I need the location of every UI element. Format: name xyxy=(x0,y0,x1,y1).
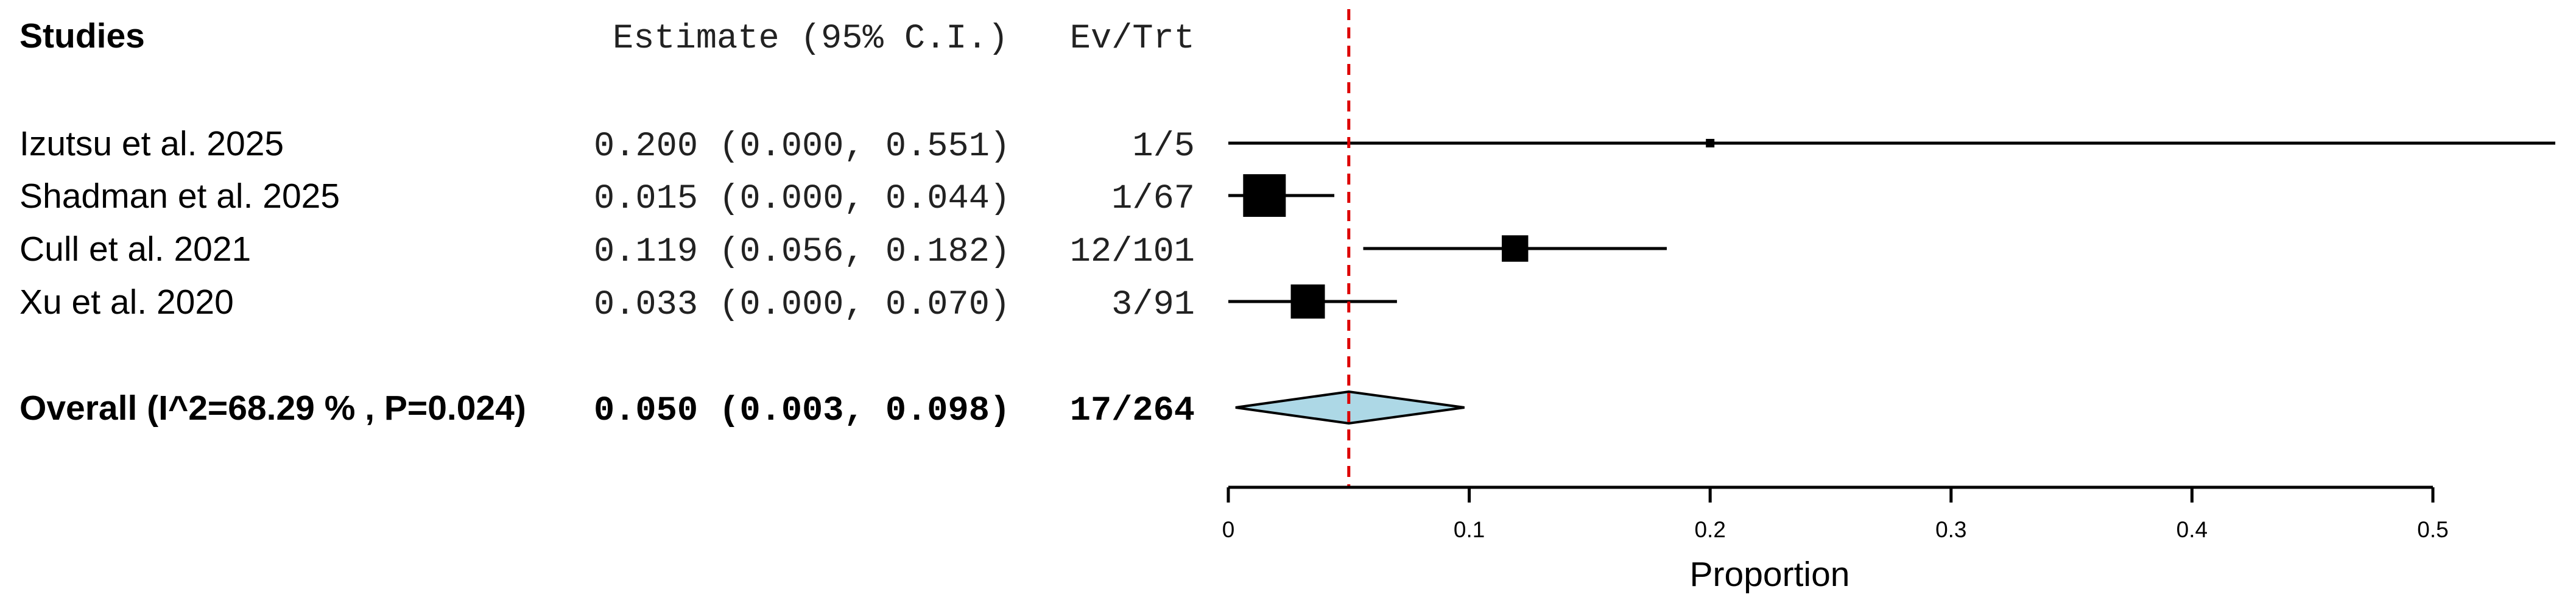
study-estimate-text: 0.119 (0.056, 0.182) xyxy=(594,233,1010,272)
x-axis-title: Proportion xyxy=(1690,555,1850,594)
study-events-text: 12/101 xyxy=(1070,233,1195,272)
estimate-box xyxy=(1243,174,1286,217)
x-tick-label: 0.5 xyxy=(2417,517,2448,542)
study-events-text: 1/5 xyxy=(1132,127,1195,166)
evtrt-header: Ev/Trt xyxy=(1070,19,1195,58)
x-tick-label: 0.1 xyxy=(1454,517,1485,542)
x-axis: 0 0.1 0.2 0.3 0.4 0.5 Proportion xyxy=(1222,485,2449,594)
overall-label: Overall (I^2=68.29 % , P=0.024) xyxy=(19,389,526,428)
x-tick-label: 0 xyxy=(1222,517,1235,542)
overall-diamond xyxy=(1235,390,1465,425)
estimate-box xyxy=(1290,284,1325,319)
study-estimate-text: 0.033 (0.000, 0.070) xyxy=(594,286,1010,325)
study-estimate-text: 0.015 (0.000, 0.044) xyxy=(594,180,1010,219)
overall-events-text: 17/264 xyxy=(1070,392,1195,431)
study-events-text: 3/91 xyxy=(1111,286,1195,325)
x-tick-label: 0.4 xyxy=(2177,517,2208,542)
studies-header: Studies xyxy=(19,16,145,55)
overall-estimate-text: 0.050 (0.003, 0.098) xyxy=(594,392,1010,431)
study-label: Cull et al. 2021 xyxy=(19,230,251,269)
study-table: Studies Estimate (95% C.I.) Ev/Trt Izuts… xyxy=(19,16,1195,431)
study-label: Xu et al. 2020 xyxy=(19,283,234,322)
x-tick-label: 0.2 xyxy=(1694,517,1725,542)
forest-marks xyxy=(1228,9,2555,487)
study-label: Shadman et al. 2025 xyxy=(19,177,340,216)
study-events-text: 1/67 xyxy=(1111,180,1195,219)
estimate-header: Estimate (95% C.I.) xyxy=(613,19,1008,58)
study-label: Izutsu et al. 2025 xyxy=(19,124,284,163)
estimate-box xyxy=(1706,139,1715,147)
estimate-box xyxy=(1502,235,1529,262)
x-tick-label: 0.3 xyxy=(1935,517,1966,542)
study-estimate-text: 0.200 (0.000, 0.551) xyxy=(594,127,1010,166)
